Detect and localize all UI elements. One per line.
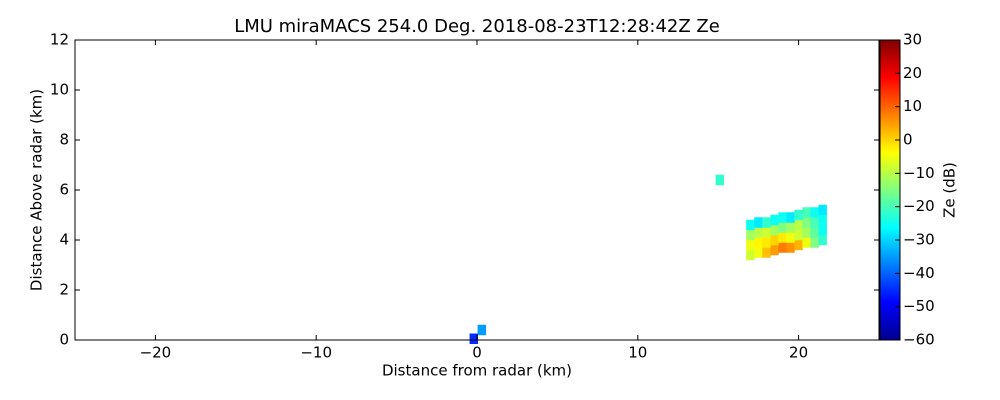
echo-cell [746, 249, 755, 261]
echo-cell [810, 217, 819, 228]
echo-cell [762, 237, 771, 248]
echo-cell [802, 227, 811, 238]
x-tick-label: −10 [300, 344, 332, 362]
echo-cell [802, 237, 811, 248]
echo-cell [778, 212, 787, 223]
echo-cell [754, 247, 763, 258]
colorbar-tick-label: −60 [903, 331, 935, 349]
colorbar-tick-label: −20 [903, 197, 935, 215]
y-tick-label: 2 [59, 281, 69, 299]
echo-cell [770, 234, 779, 246]
colorbar-tick-label: 30 [903, 31, 922, 49]
colorbar-label: Ze (dB) [941, 162, 959, 218]
colorbar-tick-label: 10 [903, 97, 922, 115]
colorbar-tick-label: −50 [903, 297, 935, 315]
colorbar-tick-label: 0 [903, 131, 913, 149]
y-tick-label: 0 [59, 331, 69, 349]
echo-cell [810, 227, 819, 238]
echo-cell [754, 217, 763, 228]
echo-cell [794, 209, 803, 221]
colorbar-tick-label: 20 [903, 64, 922, 82]
chart-title: LMU miraMACS 254.0 Deg. 2018-08-23T12:28… [234, 16, 720, 37]
echo-cell [818, 224, 827, 236]
echo-cell [794, 229, 803, 241]
echo-cell [762, 217, 771, 228]
echo-cell [715, 174, 725, 186]
echo-cell [778, 232, 787, 243]
colorbar-tick-label: −40 [903, 264, 935, 282]
echo-cell [786, 212, 795, 223]
echo-cell [770, 224, 779, 236]
y-tick-label: 4 [59, 231, 69, 249]
echo-cell [746, 219, 755, 231]
echo-cell [810, 207, 819, 218]
y-tick-label: 12 [50, 31, 69, 49]
plot-area [469, 174, 827, 344]
echo-cell [746, 229, 755, 241]
echo-cell [786, 222, 795, 233]
y-tick-label: 8 [59, 131, 69, 149]
echo-cell [818, 204, 827, 216]
echo-cell [786, 232, 795, 243]
echo-cell [802, 217, 811, 228]
x-tick-label: 10 [628, 344, 647, 362]
echo-cell [818, 214, 827, 226]
x-tick-label: 20 [789, 344, 808, 362]
x-tick-label: 0 [472, 344, 482, 362]
colorbar-tick-label: −10 [903, 164, 935, 182]
echo-cell [469, 333, 478, 344]
colorbar [879, 39, 901, 341]
echo-cell [762, 227, 771, 238]
y-tick-label: 10 [50, 81, 69, 99]
axes-frame [74, 39, 880, 341]
echo-cell [754, 237, 763, 248]
echo-cell [794, 239, 803, 251]
echo-cell [746, 239, 755, 251]
echo-cell [778, 222, 787, 233]
x-tick-label: −20 [140, 344, 172, 362]
y-tick-label: 6 [59, 181, 69, 199]
y-axis-label: Distance Above radar (km) [28, 89, 46, 291]
echo-cell [770, 214, 779, 226]
echo-cell [778, 242, 787, 253]
echo-cell [770, 244, 779, 256]
echo-cell [794, 219, 803, 231]
echo-cell [477, 324, 487, 336]
echo-cell [762, 247, 771, 258]
echo-cell [802, 207, 811, 218]
echo-cell [786, 242, 795, 253]
echo-cell [818, 234, 827, 246]
x-axis-label: Distance from radar (km) [382, 362, 572, 380]
colorbar-tick-label: −30 [903, 231, 935, 249]
echo-cell [810, 237, 819, 248]
echo-cell [754, 227, 763, 238]
